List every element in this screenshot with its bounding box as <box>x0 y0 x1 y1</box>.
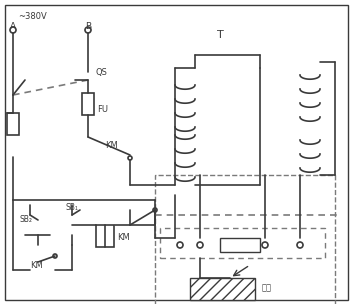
Text: T: T <box>217 30 223 40</box>
Bar <box>155 175 335 304</box>
Text: B: B <box>85 22 91 31</box>
Bar <box>190 278 255 300</box>
Text: KM: KM <box>117 233 130 242</box>
Text: FU: FU <box>97 105 108 115</box>
Text: 焊件: 焊件 <box>262 284 272 292</box>
Bar <box>220 238 260 252</box>
Bar <box>96 225 114 247</box>
Bar <box>7 113 19 135</box>
Text: A: A <box>10 22 16 31</box>
Text: QS: QS <box>95 67 107 77</box>
Text: KM: KM <box>30 261 43 270</box>
Bar <box>82 93 94 115</box>
Bar <box>160 228 325 258</box>
Text: KM: KM <box>105 141 118 150</box>
Text: ~380V: ~380V <box>18 12 47 21</box>
Text: SB₂: SB₂ <box>20 215 33 224</box>
Text: SB₁: SB₁ <box>65 203 78 212</box>
